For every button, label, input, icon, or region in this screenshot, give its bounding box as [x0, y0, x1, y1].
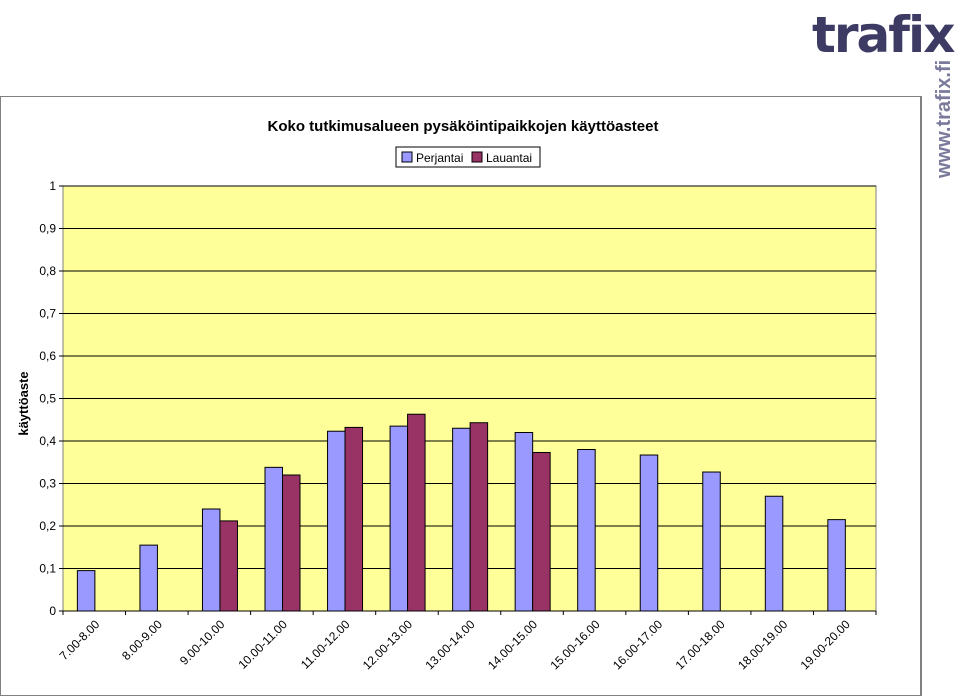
bar-perjantai: [577, 449, 596, 612]
trafix-logo: trafix: [812, 0, 960, 70]
x-tick-labels: 7.00-8.00 8.00-9.00 9.00-10.00 10.00-11.00 1…: [57, 610, 877, 672]
bar-perjantai: [139, 544, 158, 612]
bar-lauantai: [281, 474, 301, 612]
y-tick-label: 0,1: [39, 562, 56, 576]
x-tick-label: 10.00-11.00: [235, 617, 290, 672]
bars: [76, 413, 846, 612]
bar-lauantai: [469, 422, 489, 612]
x-tick-label: 7.00-8.00: [57, 617, 103, 663]
url-text: www.trafix.fi: [933, 60, 955, 179]
y-tick-label: 0,4: [39, 434, 56, 448]
bar-perjantai: [827, 519, 846, 612]
y-tick-label: 0,9: [39, 222, 56, 236]
y-tick-label: 0,8: [39, 264, 56, 278]
y-tick-labels: 0 0,1 0,2 0,3 0,4 0,5 0,6 0,7 0,8 0,9 1: [39, 179, 56, 618]
bar-perjantai: [452, 427, 471, 612]
chart-title: Koko tutkimusalueen pysäköintipaikkojen …: [268, 118, 659, 135]
bar-perjantai: [327, 430, 346, 612]
x-tick-label: 17.00-18.00: [673, 617, 728, 672]
legend-box: [395, 146, 541, 168]
bar-perjantai: [76, 570, 96, 612]
x-tick-label: 19.00-20.00: [798, 617, 853, 672]
bar-perjantai: [264, 466, 283, 612]
bar-lauantai: [344, 426, 364, 612]
x-tick-label: 13.00-14.00: [422, 617, 477, 672]
y-axis-label: käyttöaste: [16, 371, 31, 435]
x-tick-label: 16.00-17.00: [610, 617, 665, 672]
legend-swatch: [471, 151, 483, 163]
bar-lauantai: [219, 520, 238, 612]
x-tick-label: 15.00-16.00: [547, 617, 602, 672]
bar-perjantai: [764, 495, 784, 612]
legend-label: Perjantai: [416, 151, 463, 165]
chart-area: 0 0,1 0,2 0,3 0,4 0,5 0,6 0,7 0,8 0,9 1 7.00-8.00 8…: [0, 96, 922, 696]
x-tick-label: 14.00-15.00: [485, 617, 540, 672]
bar-perjantai: [201, 508, 221, 612]
y-tick-label: 0,3: [39, 477, 56, 491]
y-tick-label: 0,6: [39, 349, 56, 363]
y-tick-label: 0: [49, 604, 56, 618]
legend-swatch: [401, 151, 413, 163]
x-tick-label: 12.00-13.00: [360, 617, 415, 672]
y-tick-label: 0,2: [39, 519, 56, 533]
legend-label: Lauantai: [486, 151, 532, 165]
x-tick-label: 8.00-9.00: [119, 617, 165, 663]
bar-perjantai: [639, 454, 659, 612]
x-tick-label: 11.00-12.00: [298, 617, 353, 672]
chart: 0 0,1 0,2 0,3 0,4 0,5 0,6 0,7 0,8 0,9 1 7.00-8.00 8…: [16, 118, 877, 672]
y-tick-label: 1: [49, 179, 56, 193]
bar-lauantai: [407, 413, 426, 612]
x-tick-label: 18.00-19.00: [735, 617, 790, 672]
bar-perjantai: [389, 425, 409, 612]
url-text-container: www.trafix.fi: [912, 0, 960, 190]
logo-text: trafix: [812, 6, 955, 64]
legend: Perjantai Lauantai: [395, 146, 541, 168]
y-tick-label: 0,7: [39, 307, 56, 321]
y-tick-label: 0,5: [39, 392, 56, 406]
bar-perjantai: [702, 471, 721, 612]
bar-lauantai: [532, 451, 551, 612]
x-tick-label: 9.00-10.00: [177, 617, 228, 668]
bar-perjantai: [514, 432, 534, 612]
